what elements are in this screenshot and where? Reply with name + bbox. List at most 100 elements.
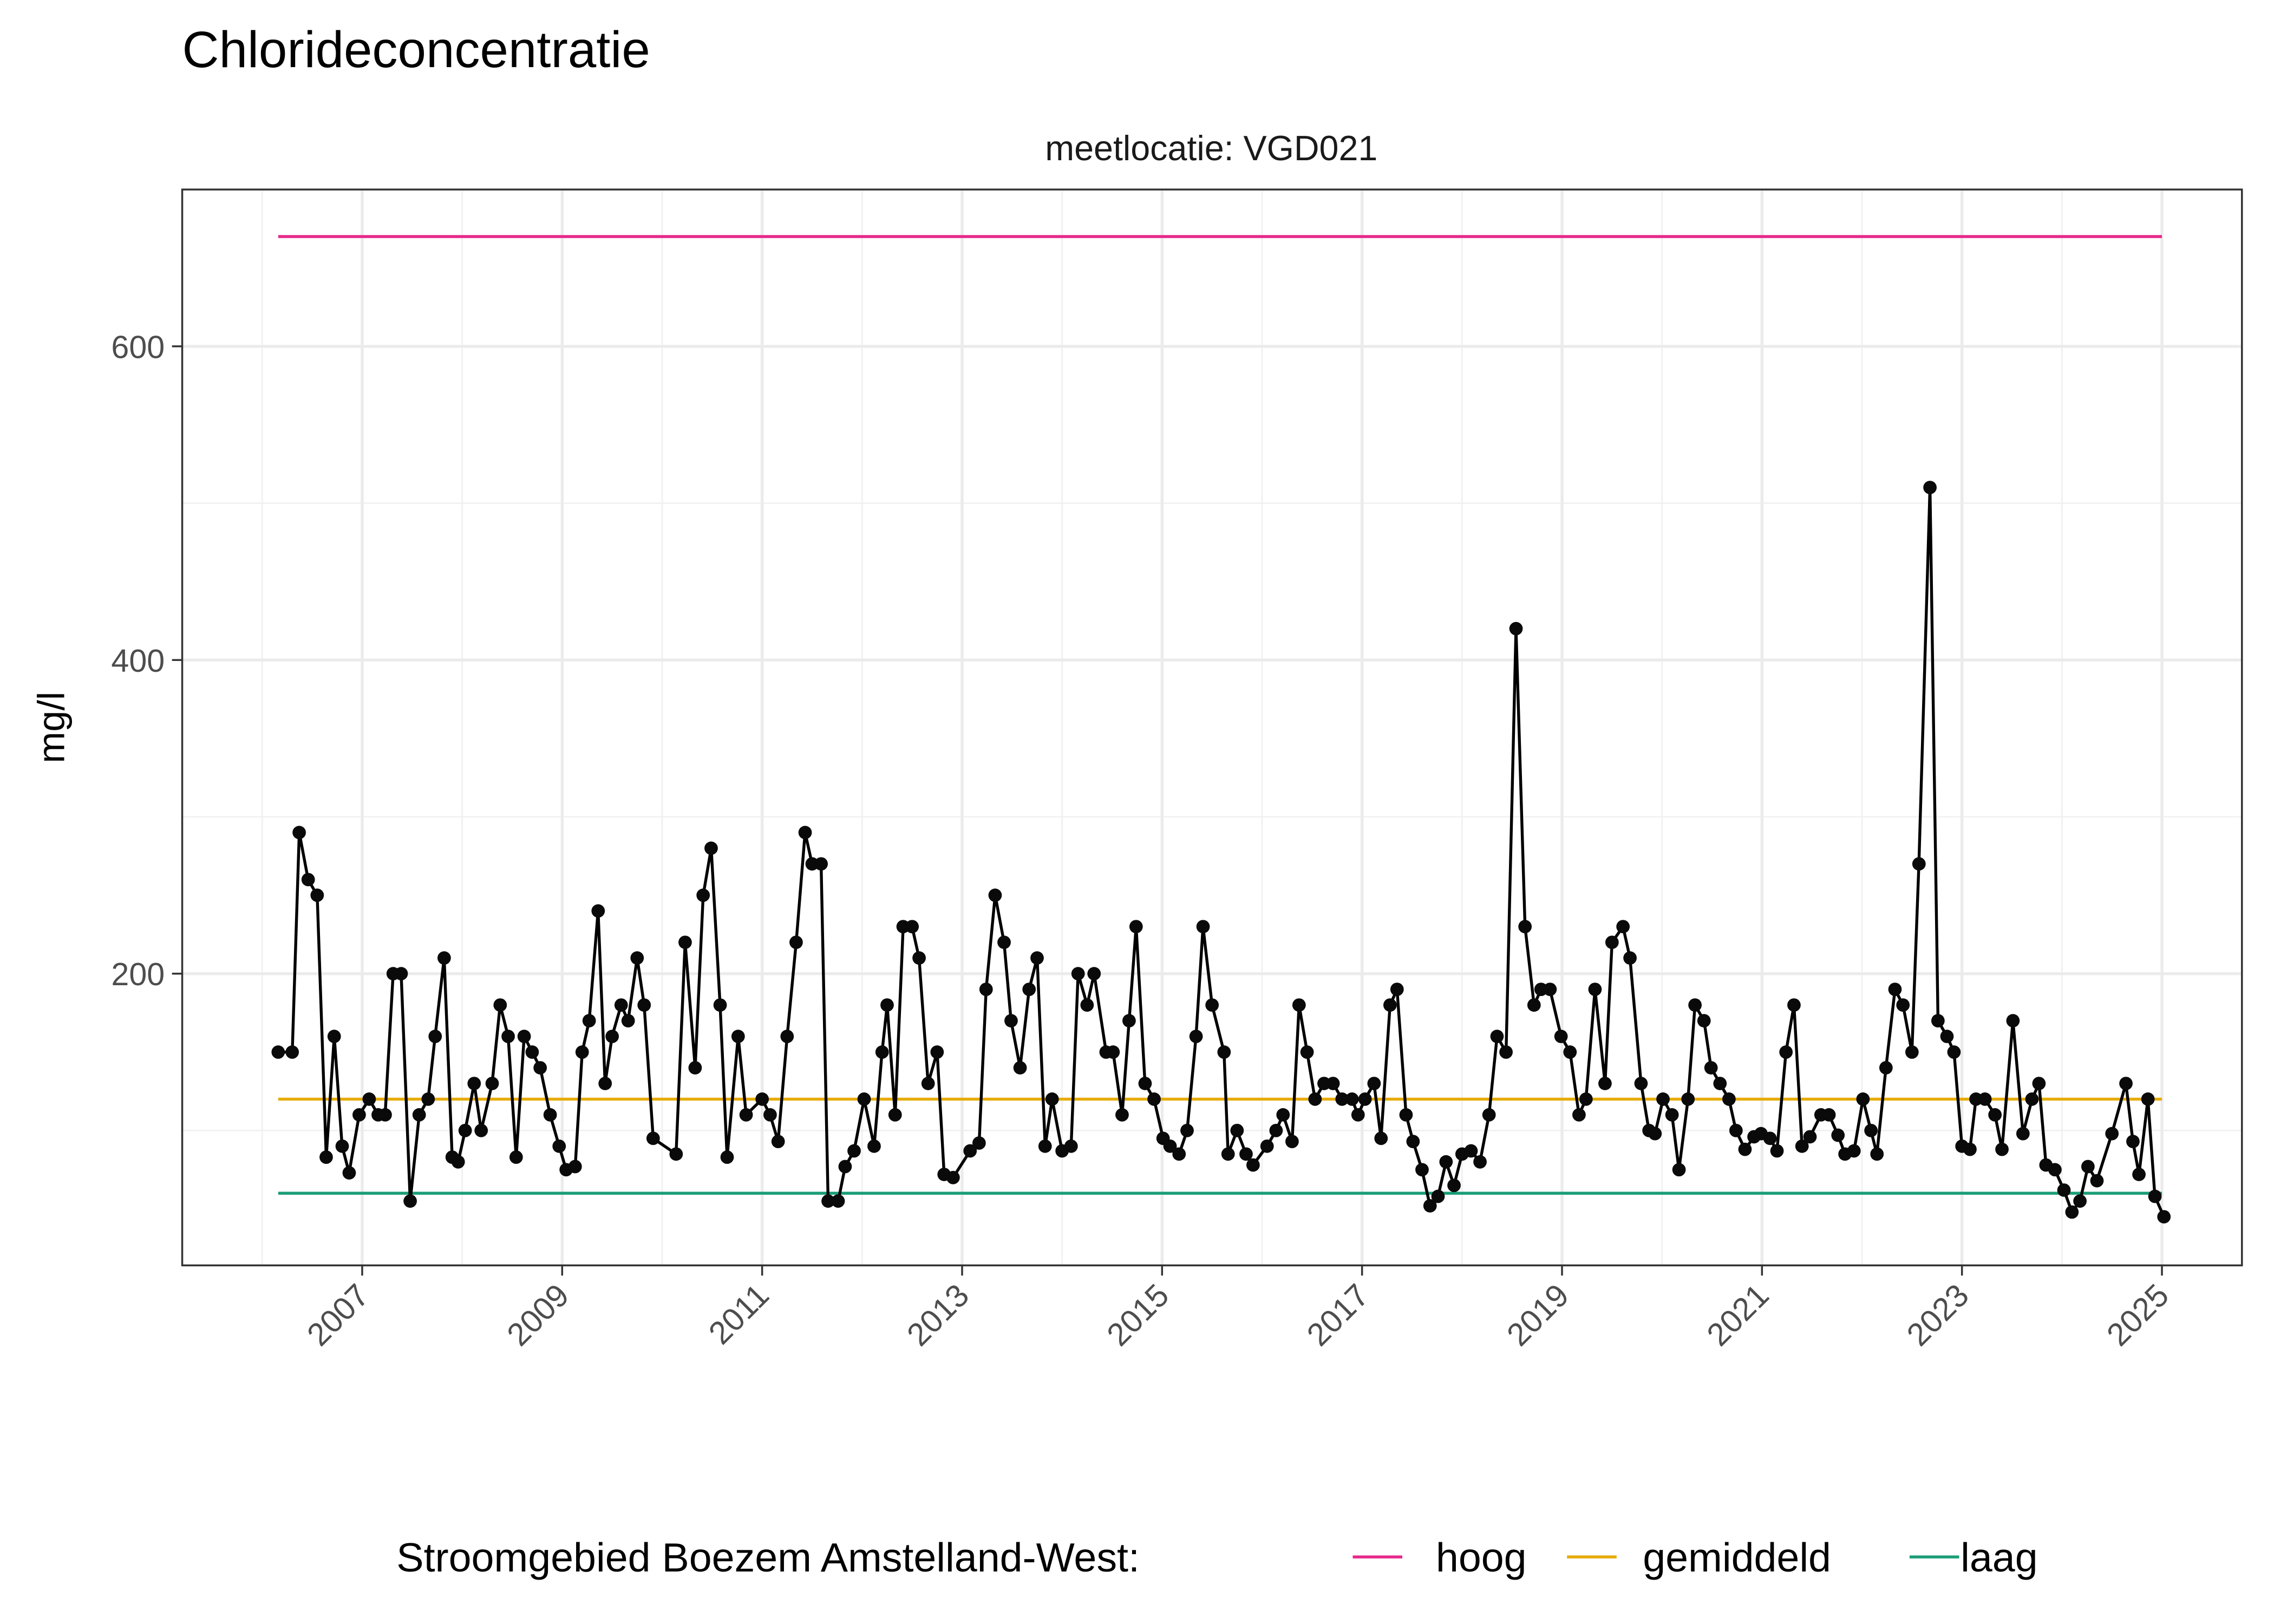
data-point <box>847 1144 861 1158</box>
data-point <box>335 1139 349 1153</box>
data-point <box>1013 1061 1027 1075</box>
data-point <box>875 1045 889 1059</box>
data-point <box>1988 1108 2002 1122</box>
data-point <box>1605 935 1619 949</box>
data-point <box>1931 1014 1945 1027</box>
data-point <box>1147 1092 1161 1106</box>
data-point <box>1180 1123 1194 1137</box>
data-point <box>979 983 993 997</box>
data-point <box>271 1045 285 1059</box>
x-axis: 2007 2009 2011 2013 2015 2017 2019 2021 2023 2025 <box>300 1265 2175 1353</box>
data-point <box>1071 967 1085 981</box>
data-point <box>543 1108 557 1122</box>
data-point <box>310 888 324 902</box>
data-point <box>905 920 919 934</box>
data-point <box>1106 1045 1120 1059</box>
x-tick-label: 2007 <box>300 1277 376 1353</box>
data-point <box>814 857 828 871</box>
panel-border <box>181 188 2243 1267</box>
data-point <box>1572 1108 1586 1122</box>
x-tick-label: 2023 <box>1900 1277 1976 1353</box>
data-point <box>517 1030 531 1043</box>
data-point <box>1499 1045 1513 1059</box>
data-point <box>1554 1030 1568 1043</box>
data-point <box>1940 1030 1954 1043</box>
data-point <box>2073 1194 2087 1208</box>
data-point <box>342 1166 356 1180</box>
data-point <box>1300 1045 1314 1059</box>
data-point <box>1482 1108 1496 1122</box>
data-point <box>1518 920 1532 934</box>
data-point <box>582 1014 596 1027</box>
data-point <box>1196 920 1210 934</box>
data-point <box>533 1061 547 1075</box>
data-point <box>630 951 644 965</box>
data-point <box>467 1077 481 1090</box>
data-point <box>1390 983 1404 997</box>
data-point <box>451 1155 465 1169</box>
data-point <box>1221 1147 1235 1161</box>
data-point <box>1579 1092 1593 1106</box>
data-point <box>1847 1144 1861 1158</box>
data-point <box>1439 1155 1453 1169</box>
data-point <box>1367 1077 1381 1090</box>
x-tick-label: 2011 <box>702 1277 776 1351</box>
data-point <box>327 1030 341 1043</box>
data-point <box>605 1030 619 1043</box>
data-point <box>568 1160 582 1174</box>
x-tick-label: 2015 <box>1100 1277 1176 1353</box>
data-point <box>1189 1030 1203 1043</box>
data-point <box>403 1194 417 1208</box>
data-point <box>1129 920 1143 934</box>
data-point <box>2132 1168 2146 1181</box>
data-point <box>637 998 651 1012</box>
data-point <box>1217 1045 1231 1059</box>
data-point <box>1163 1139 1177 1153</box>
data-point <box>930 1045 944 1059</box>
data-point <box>1383 998 1397 1012</box>
data-point <box>972 1136 986 1150</box>
data-point <box>1172 1147 1186 1161</box>
data-point <box>458 1123 472 1137</box>
data-point <box>1423 1199 1437 1213</box>
data-point <box>1704 1061 1718 1075</box>
data-point <box>1856 1092 1870 1106</box>
data-point <box>1588 983 1602 997</box>
data-point <box>2025 1092 2039 1106</box>
data-point <box>1779 1045 1793 1059</box>
data-point <box>1246 1158 1260 1172</box>
data-point <box>1045 1092 1059 1106</box>
data-point <box>1358 1092 1372 1106</box>
x-tick-label: 2009 <box>500 1277 576 1353</box>
data-point <box>912 951 926 965</box>
data-point <box>1374 1131 1388 1145</box>
data-point <box>1490 1030 1504 1043</box>
data-point <box>1623 951 1637 965</box>
data-point <box>997 935 1011 949</box>
data-point <box>1230 1123 1244 1137</box>
legend-label-laag: laag <box>1961 1535 2037 1580</box>
y-axis: 200 400 600 <box>111 329 182 992</box>
data-point <box>1308 1092 1322 1106</box>
data-point <box>1648 1127 1662 1141</box>
data-point <box>2065 1205 2079 1219</box>
data-point <box>1115 1108 1129 1122</box>
legend-title: Stroomgebied Boezem Amstelland-West: <box>396 1535 1140 1580</box>
data-point <box>739 1108 753 1122</box>
data-point <box>1978 1092 1992 1106</box>
legend: Stroomgebied Boezem Amstelland-West: hoo… <box>396 1535 2037 1580</box>
data-point <box>362 1092 376 1106</box>
data-point <box>1795 1139 1809 1153</box>
data-point <box>1729 1123 1743 1137</box>
data-point <box>1345 1092 1359 1106</box>
y-tick-label: 200 <box>111 956 165 992</box>
data-point <box>1672 1163 1686 1177</box>
data-point <box>485 1077 499 1090</box>
data-point <box>1527 998 1541 1012</box>
data-point <box>988 888 1002 902</box>
data-point <box>1963 1142 1977 1156</box>
legend-label-hoog: hoog <box>1436 1535 1527 1580</box>
data-point <box>1864 1123 1878 1137</box>
chart-title: Chlorideconcentratie <box>182 21 650 78</box>
data-point <box>591 904 605 918</box>
